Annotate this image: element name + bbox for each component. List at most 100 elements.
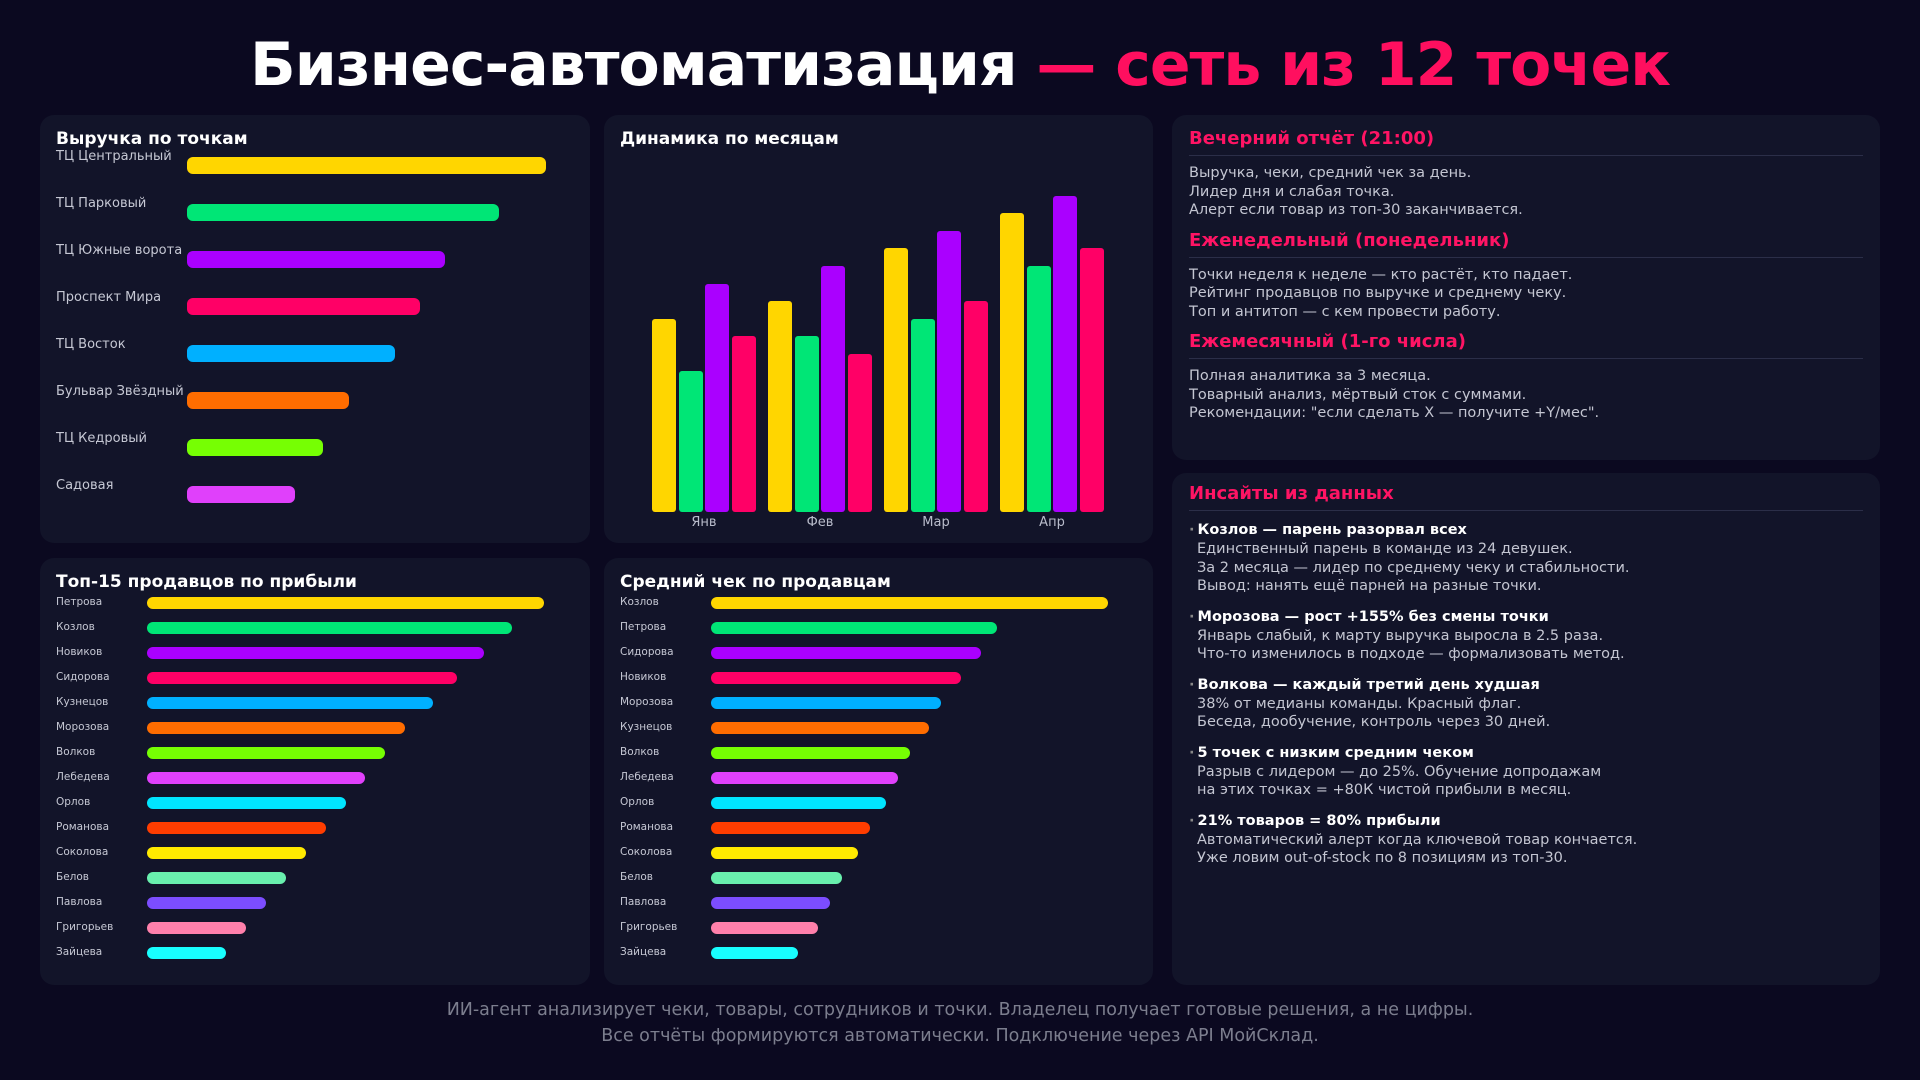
bar [147, 922, 247, 934]
bar [711, 922, 819, 934]
report-section: Еженедельный (понедельник) Точки неделя к… [1189, 230, 1863, 322]
report-heading: Вечерний отчёт (21:00) [1189, 128, 1863, 156]
panel-title: Средний чек по продавцам [620, 572, 891, 592]
bar [711, 722, 930, 734]
bar [187, 344, 396, 362]
bar-label: Орлов [56, 795, 91, 808]
month-label: Мар [922, 515, 950, 530]
month-bar [1053, 195, 1078, 512]
report-line: Полная аналитика за 3 месяца. [1189, 368, 1431, 384]
title-main: Бизнес-автоматизация [250, 30, 1017, 100]
month-bar [884, 248, 908, 512]
month-bar [678, 371, 703, 512]
bar [187, 156, 546, 174]
report-line: Алерт если товар из топ-30 заканчивается… [1189, 202, 1523, 218]
bar [187, 485, 295, 503]
bar [147, 722, 406, 734]
month-bar [732, 336, 757, 512]
bar-label: Козлов [56, 620, 95, 633]
insight-title-text: 5 точек с низким средним чеком [1197, 744, 1474, 761]
report-line: Рекомендации: "если сделать X — получите… [1189, 405, 1600, 421]
bar-label: ТЦ Южные ворота [56, 243, 183, 259]
bar [711, 847, 858, 859]
bullet-icon: · [1189, 522, 1195, 538]
bar [711, 897, 831, 909]
insight-item: · Козлов — парень разорвал всех Единственн… [1189, 521, 1863, 596]
bar-label: Кузнецов [620, 720, 673, 733]
insight-title-text: Морозова — рост +155% без смены точки [1197, 608, 1549, 625]
report-line: Точки неделя к неделе — кто растёт, кто … [1189, 266, 1573, 283]
report-section: Вечерний отчёт (21:00) Выручка, чеки, сре… [1189, 128, 1863, 220]
bar [711, 797, 886, 809]
insight-item: · Волкова — каждый третий день худшая 38% … [1189, 676, 1863, 732]
bar [147, 697, 433, 709]
report-line: Выручка, чеки, средний чек за день. [1189, 165, 1472, 181]
bar-label: Григорьев [56, 920, 114, 933]
bar-label: Орлов [620, 795, 655, 808]
bar [711, 822, 870, 834]
insight-line: Автоматический алерт когда ключевой това… [1197, 831, 1638, 848]
bar-label: Романова [56, 820, 110, 833]
bar-label: Проспект Мира [56, 290, 162, 306]
bullet-icon: · [1189, 812, 1195, 829]
bar [711, 597, 1108, 609]
insight-item: · Морозова — рост +155% без смены точки Ян… [1189, 608, 1863, 664]
bar-label: ТЦ Парковый [56, 196, 147, 212]
revenue-by-store-panel: Выручка по точкам ТЦ Центральный ТЦ Парко… [40, 115, 590, 543]
month-bar [768, 301, 792, 512]
insights-panel: Инсайты из данных · Козлов — парень разор… [1172, 473, 1880, 985]
panel-title: Динамика по месяцам [620, 129, 839, 149]
insight-title: · Волкова — каждый третий день худшая [1189, 676, 1863, 695]
month-label: Апр [1039, 515, 1065, 530]
bar [147, 797, 346, 809]
bar [711, 647, 981, 659]
bar [147, 747, 386, 759]
top-sellers-profit-panel: Топ-15 продавцов по прибыли Петрова Козло… [40, 558, 590, 985]
report-heading: Ежемесячный (1-го числа) [1189, 331, 1863, 359]
bar-label: Сидорова [620, 645, 674, 658]
month-bar [821, 266, 846, 512]
bar [711, 747, 910, 759]
bar-label: Новиков [56, 645, 103, 658]
report-line: Топ и антитоп — с кем провести работу. [1189, 303, 1501, 320]
month-bar [652, 318, 676, 512]
insight-line: Январь слабый, к марту выручка выросла в… [1197, 627, 1604, 644]
bar-label: Белов [56, 870, 89, 883]
insight-line: Единственный парень в команде из 24 деву… [1197, 541, 1573, 557]
month-label: Янв [691, 515, 717, 530]
bar-label: Павлова [56, 895, 103, 908]
bar-label: Григорьев [620, 920, 678, 933]
insight-line: Беседа, дообучение, контроль через 30 дн… [1197, 714, 1551, 730]
bar-label: Морозова [620, 695, 674, 708]
month-bar [794, 336, 819, 512]
insight-line: 38% от медианы команды. Красный флаг. [1197, 695, 1522, 712]
month-bar [910, 318, 935, 512]
bar [711, 697, 942, 709]
bar-label: Новиков [620, 670, 667, 683]
month-bar [1026, 266, 1051, 512]
bar [147, 847, 306, 859]
bar-label: Соколова [56, 845, 109, 858]
report-line: Лидер дня и слабая точка. [1189, 183, 1395, 200]
insight-item: · 5 точек с низким средним чеком Разрыв с … [1189, 744, 1863, 800]
footer-line: Все отчёты формируются автоматически. По… [601, 1026, 1319, 1046]
panel-title: Топ-15 продавцов по прибыли [56, 572, 357, 592]
insight-line: Что-то изменилось в подходе — формализов… [1197, 646, 1625, 662]
insight-title: · Морозова — рост +155% без смены точки [1189, 608, 1863, 627]
footer: ИИ-агент анализирует чеки, товары, сотру… [0, 997, 1920, 1049]
bar-label: Лебедева [56, 770, 110, 783]
bar [711, 872, 842, 884]
title-accent: — сеть из 12 точек [1036, 30, 1671, 100]
month-bar [964, 301, 989, 512]
bar [187, 438, 324, 456]
bar [187, 250, 446, 268]
bar [147, 897, 267, 909]
month-label: Фев [806, 515, 834, 530]
bar-label: Соколова [620, 845, 673, 858]
bullet-icon: · [1189, 608, 1195, 625]
insight-title: · Козлов — парень разорвал всех [1189, 521, 1863, 540]
bar [147, 772, 366, 784]
bar [187, 391, 349, 409]
bar-label: Зайцева [56, 945, 103, 958]
month-bar [937, 230, 962, 512]
